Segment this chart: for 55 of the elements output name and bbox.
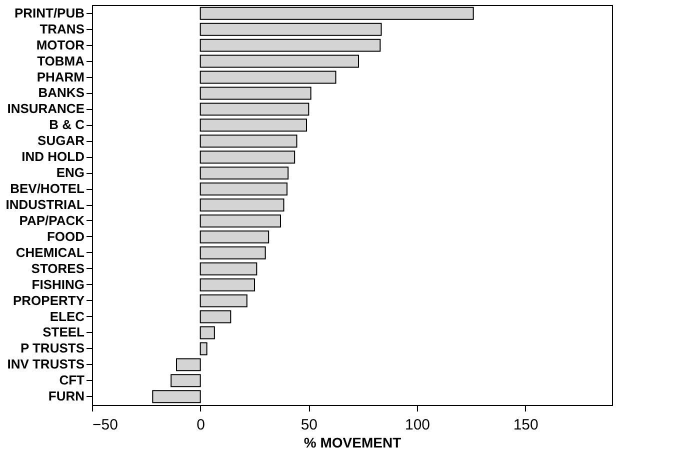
bar [200,134,298,148]
bar [200,102,310,116]
y-tick-label: PROPERTY [12,292,85,308]
y-tick-label: BEV/HOTEL [10,181,85,196]
bar [170,374,201,388]
bar [200,310,232,324]
y-tick-label: BANKS [38,85,85,100]
y-tick-label: ENG [56,165,84,180]
y-tick-label: P TRUSTS [20,340,85,356]
y-tick-label: STEEL [42,324,85,340]
bar [200,70,336,84]
bar [200,230,270,244]
x-tick-label: 0 [196,416,206,434]
y-tick-label: PAP/PACK [19,212,86,228]
y-tick-label: STORES [31,260,85,276]
y-tick-label: FOOD [46,228,84,244]
bar [200,118,307,132]
bar [200,246,266,260]
bar [200,22,382,36]
y-tick-label: CFT [59,372,85,388]
bar [152,390,201,404]
y-tick-label: PRINT/PUB [14,5,84,20]
y-tick-label: TRANS [40,21,85,36]
y-tick-label: PHARM [36,69,84,84]
x-tick-label: 150 [513,416,538,434]
y-tick-label: TOBMA [37,53,86,68]
bar [200,198,284,212]
x-tick-label: −50 [92,416,118,434]
bar [200,86,312,100]
y-tick-label: B & C [49,117,86,132]
bar [200,326,215,340]
bar [176,358,201,372]
x-axis-title: % MOVEMENT [304,434,402,450]
bar [200,150,296,164]
y-tick-label: CHEMICAL [16,244,85,260]
y-tick-label: FURN [48,388,84,404]
bar [200,54,359,68]
bar [200,294,248,308]
y-tick-label: SUGAR [38,133,86,148]
bar [200,166,289,180]
x-tick-label: 50 [300,416,318,434]
y-tick-label: INV TRUSTS [7,356,85,372]
bar [200,38,381,52]
bar [200,342,208,356]
bar [200,262,258,276]
bar [200,214,281,228]
y-tick-label: MOTOR [36,37,86,52]
bar [200,278,255,292]
y-tick-label: INSURANCE [7,101,85,116]
bar [200,182,288,196]
x-tick-label: 100 [404,416,430,434]
y-tick-label: IND HOLD [22,149,84,164]
y-tick-label: FISHING [32,276,84,292]
y-tick-label: INDUSTRIAL [6,197,85,212]
y-tick-label: ELEC [50,308,86,324]
